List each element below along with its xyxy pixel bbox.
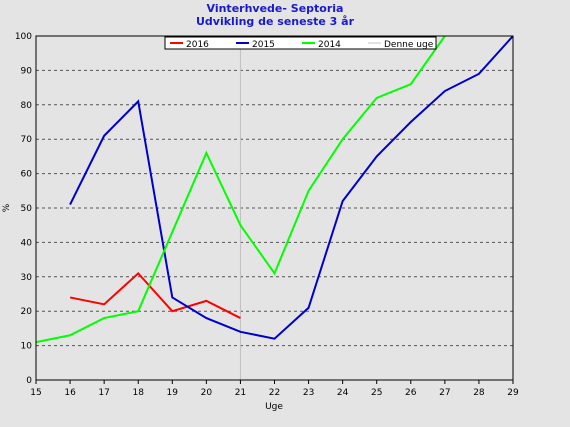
y-axis-ticks: 0 10 20 30 40 50 60 70 80 90 100 [15,32,32,386]
x-tick-label: 19 [167,388,179,398]
y-tick-label: 70 [21,135,33,145]
y-tick-label: 80 [21,101,33,111]
x-axis-label: Uge [265,402,283,412]
chart-title: Vinterhvede- Septoria [207,2,344,15]
x-tick-label: 16 [64,388,76,398]
x-tick-label: 23 [303,388,314,398]
x-tick-label: 15 [30,388,41,398]
y-tick-label: 60 [21,170,33,180]
legend-label-current-week: Denne uge [384,40,434,50]
y-tick-label: 10 [21,342,33,352]
legend-label-2016: 2016 [186,40,209,50]
y-tick-label: 100 [15,32,32,42]
plot-area [36,36,513,380]
series-line-2016 [69,271,241,319]
series-line-2014 [36,36,446,344]
y-tick-label: 30 [21,273,33,283]
x-tick-label: 27 [439,388,450,398]
x-tick-label: 18 [132,388,144,398]
x-axis-ticks: 15 16 17 18 19 20 21 22 23 24 25 26 27 28 29 [30,380,519,398]
legend-label-2014: 2014 [318,40,341,50]
x-tick-label: 17 [98,388,109,398]
legend: 2016 2015 2014 Denne uge [164,36,437,50]
grid [36,36,513,380]
legend-label-2015: 2015 [252,40,275,50]
y-axis-label: % [2,203,12,212]
x-tick-label: 26 [405,388,417,398]
series-lines [36,36,513,380]
y-tick-label: 40 [21,238,33,248]
chart-subtitle: Udvikling de seneste 3 år [196,15,355,28]
series-line-2015 [69,36,513,340]
x-tick-label: 24 [337,388,349,398]
x-tick-label: 28 [473,388,485,398]
y-tick-label: 50 [21,204,33,214]
x-tick-label: 22 [269,388,280,398]
plot-frame [35,35,514,381]
x-tick-label: 20 [201,388,213,398]
x-tick-label: 21 [235,388,246,398]
y-tick-label: 90 [21,66,33,76]
x-tick-label: 29 [507,388,519,398]
legend-box [164,36,437,50]
x-tick-label: 25 [371,388,382,398]
y-tick-label: 20 [21,307,33,317]
y-tick-label: 0 [26,376,32,386]
